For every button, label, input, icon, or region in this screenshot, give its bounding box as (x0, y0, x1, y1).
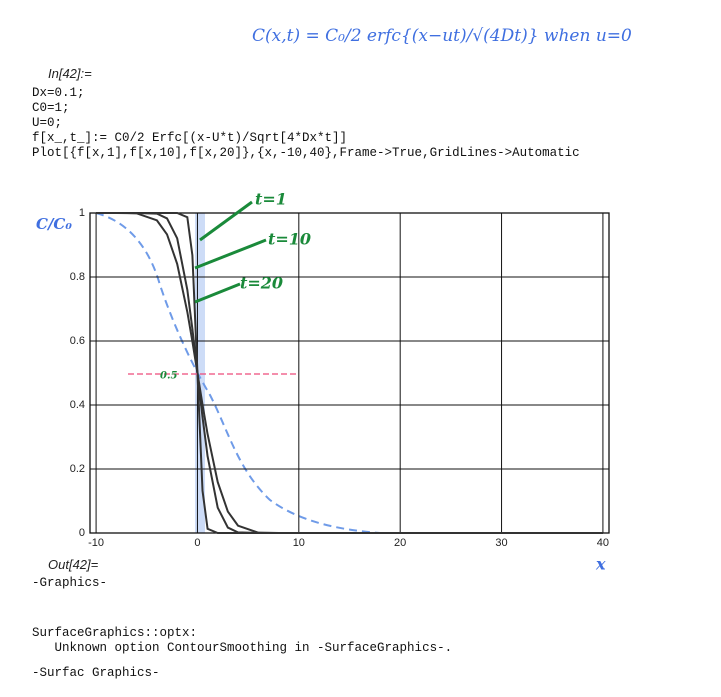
x-tick-label: 40 (597, 537, 609, 549)
message: Unknown option ContourSmoothing in -Surf… (32, 641, 453, 655)
x-tick-label: 10 (293, 537, 305, 549)
y-tick-label: 1 (79, 207, 85, 219)
hand-highlight (195, 213, 205, 533)
x-axis-label: x (595, 555, 606, 574)
annotation-arrow (194, 282, 241, 304)
y-tick-label: 0.4 (70, 399, 85, 411)
x-tick-label: 30 (495, 537, 507, 549)
equation: C(x,t) = C₀/2 erfc{(x−ut)/√(4Dt)} when u… (252, 26, 632, 46)
annotation: t=10 (268, 230, 311, 249)
y-tick-label: 0 (79, 527, 85, 539)
y-axis-label: C/C₀ (36, 215, 72, 233)
output-label: Out[42]= (48, 557, 99, 572)
message: -Surfac Graphics- (32, 666, 160, 680)
x-tick-label: -10 (88, 537, 104, 549)
annotation-arrow (194, 238, 267, 270)
message: SurfaceGraphics::optx: (32, 626, 198, 640)
code-line: Plot[{f[x,1],f[x,10],f[x,20]},{x,-10,40}… (32, 146, 580, 160)
y-tick-label: 0.2 (70, 463, 85, 475)
annotation: 0.5 (160, 371, 177, 382)
curve (96, 212, 603, 534)
y-tick-label: 0.8 (70, 271, 85, 283)
annotation: t=1 (255, 190, 287, 209)
annotation-arrow (199, 200, 253, 242)
x-tick-label: 0 (194, 537, 200, 549)
code-line: Dx=0.1; (32, 86, 85, 100)
input-label: In[42]:= (48, 66, 92, 81)
code-line: f[x_,t_]:= C0/2 Erfc[(x-U*t)/Sqrt[4*Dx*t… (32, 131, 348, 145)
code-line: U=0; (32, 116, 63, 130)
y-tick-label: 0.6 (70, 335, 85, 347)
output-text: -Graphics- (32, 576, 108, 590)
x-tick-label: 20 (394, 537, 406, 549)
code-line: C0=1; (32, 101, 70, 115)
annotation: t=20 (240, 274, 283, 293)
hand-drawn-curve (95, 212, 381, 534)
